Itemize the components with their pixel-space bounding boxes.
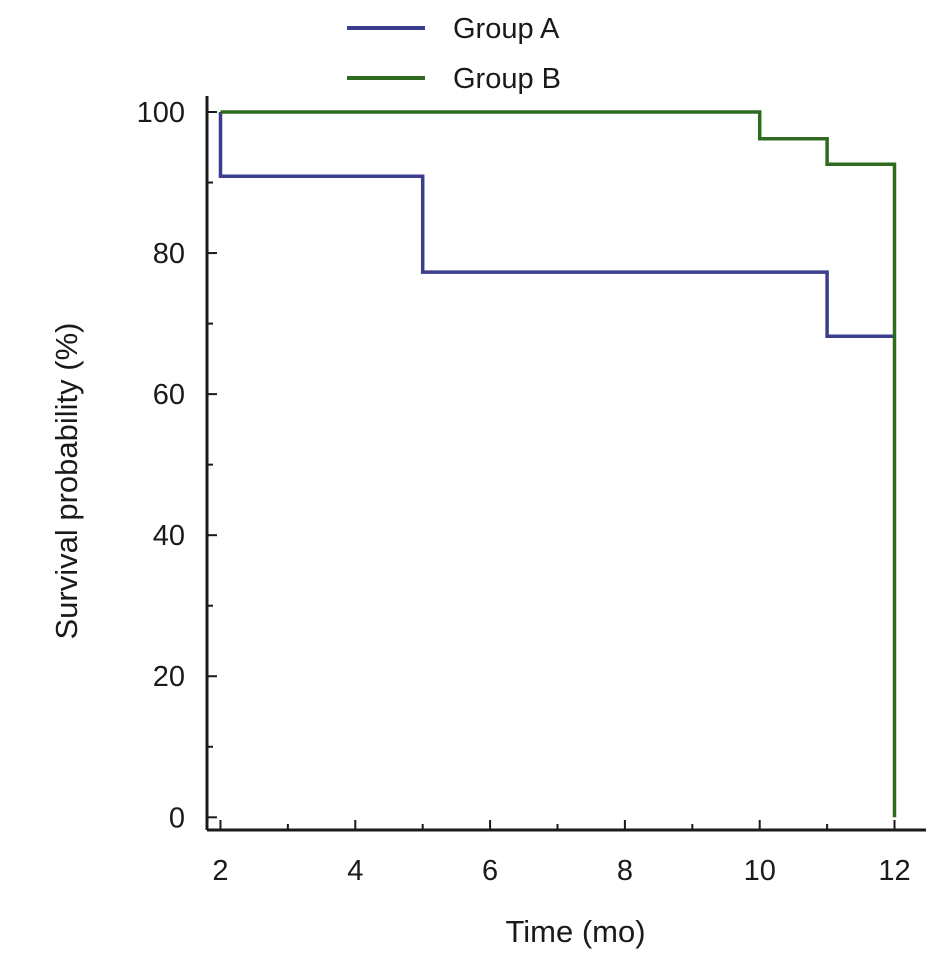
- axes: [205, 96, 926, 832]
- y-axis-title: Survival probability (%): [49, 323, 84, 640]
- x-tick-label: 8: [617, 855, 633, 887]
- series-line-group-a: [218, 112, 895, 339]
- ticks: 0 20 40 60 80 100 2 4 6 8 10 12: [137, 97, 911, 887]
- x-tick-label: 6: [482, 855, 498, 887]
- legend-label: Group A: [453, 13, 560, 45]
- y-tick-label: 0: [169, 802, 185, 834]
- x-tick-label: 12: [878, 855, 910, 887]
- x-tick-label: 2: [212, 855, 228, 887]
- x-tick-label: 10: [744, 855, 776, 887]
- y-tick-label: 60: [153, 379, 185, 411]
- y-tick-label: 100: [137, 97, 185, 129]
- legend-label: Group B: [453, 63, 561, 95]
- x-tick-label: 4: [347, 855, 363, 887]
- x-axis-title: Time (mo): [505, 914, 645, 949]
- y-tick-label: 20: [153, 661, 185, 693]
- series-line-group-b: [220, 110, 897, 818]
- plot-curves: [218, 110, 897, 818]
- legend: Group A Group B: [347, 13, 561, 95]
- y-tick-label: 80: [153, 238, 185, 270]
- y-tick-label: 40: [153, 520, 185, 552]
